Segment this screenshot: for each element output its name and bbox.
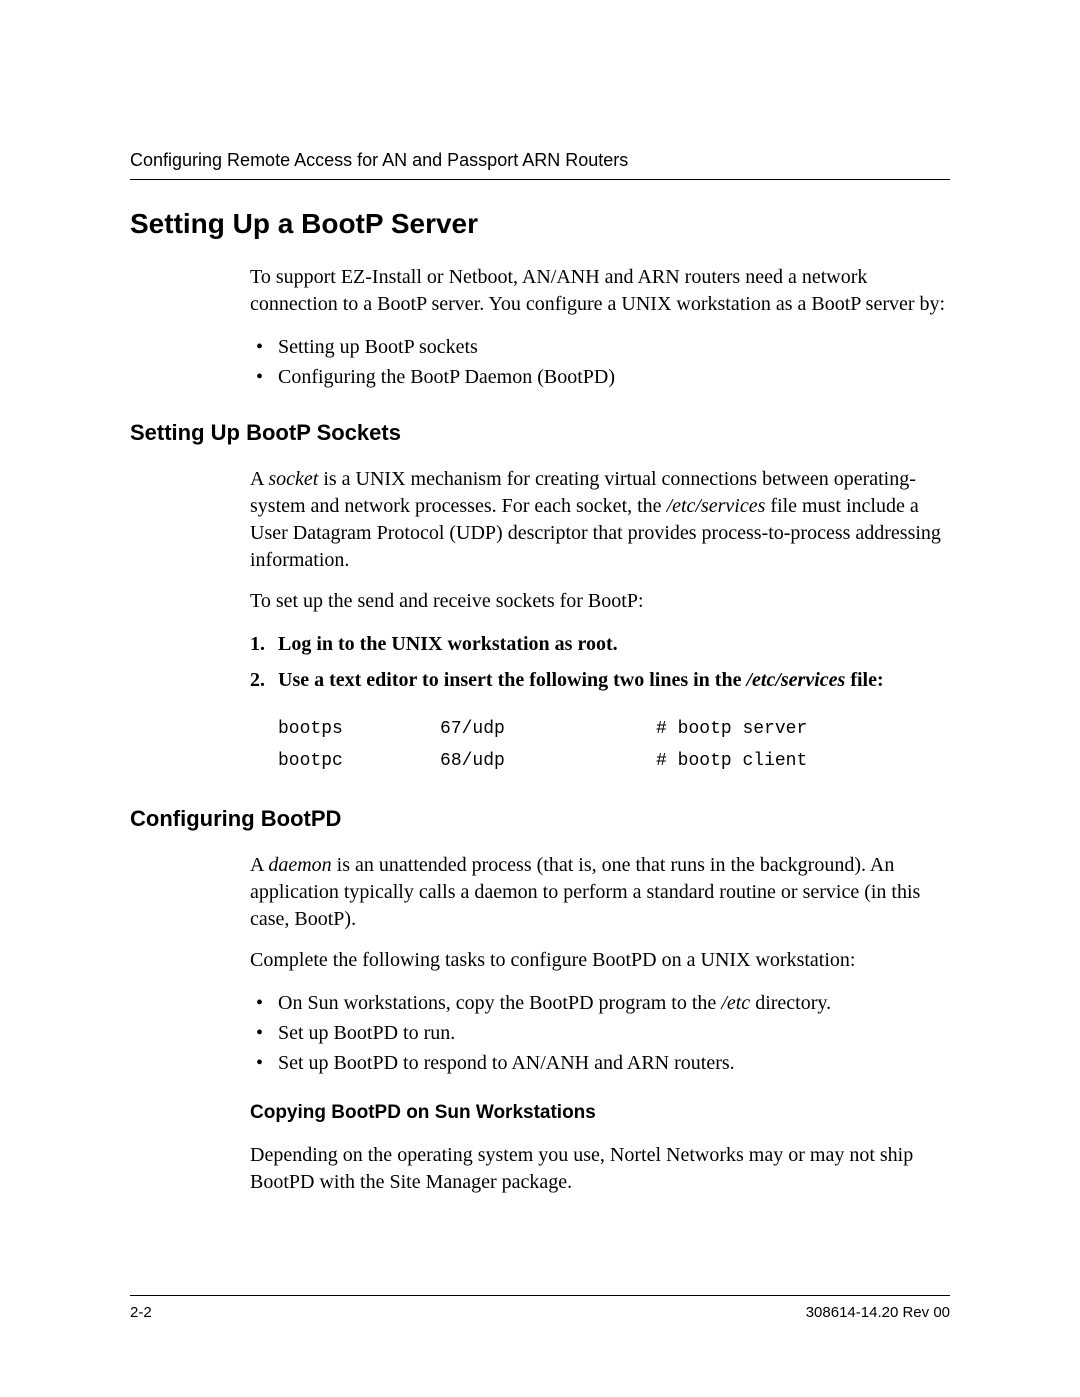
heading-2-bootpd: Configuring BootPD	[130, 806, 950, 832]
code-block: bootps 67/udp # bootp server bootpc 68/u…	[278, 713, 950, 778]
bullet-item: Setting up BootP sockets	[250, 332, 950, 362]
page-footer: 2-2 308614-14.20 Rev 00	[130, 1295, 950, 1321]
text: A	[250, 854, 268, 876]
text: directory.	[750, 992, 831, 1014]
intro-bullet-list: Setting up BootP sockets Configuring the…	[250, 332, 950, 392]
text: .	[613, 633, 618, 655]
bullet-item: Set up BootPD to respond to AN/ANH and A…	[250, 1048, 950, 1078]
italic-path: /etc/services	[667, 495, 766, 517]
footer-row: 2-2 308614-14.20 Rev 00	[130, 1304, 950, 1321]
italic-term: daemon	[268, 854, 331, 876]
sockets-paragraph-1: A socket is a UNIX mechanism for creatin…	[250, 466, 950, 574]
heading-1: Setting Up a BootP Server	[130, 208, 950, 240]
step-item: Use a text editor to insert the followin…	[250, 665, 950, 695]
sockets-block: A socket is a UNIX mechanism for creatin…	[250, 466, 950, 778]
text: On Sun workstations, copy the BootPD pro…	[278, 992, 721, 1014]
bootpd-block: A daemon is an unattended process (that …	[250, 852, 950, 1196]
bullet-item: Configuring the BootP Daemon (BootPD)	[250, 362, 950, 392]
text: file:	[845, 669, 883, 691]
text: Use a text editor to insert the followin…	[278, 669, 746, 691]
bullet-item: Set up BootPD to run.	[250, 1018, 950, 1048]
italic-path: /etc	[721, 992, 750, 1014]
sockets-paragraph-2: To set up the send and receive sockets f…	[250, 588, 950, 615]
heading-2-sockets: Setting Up BootP Sockets	[130, 420, 950, 446]
italic-path: /etc/services	[746, 669, 845, 691]
running-header: Configuring Remote Access for AN and Pas…	[130, 150, 950, 171]
page-number: 2-2	[130, 1304, 152, 1321]
heading-3-copying: Copying BootPD on Sun Workstations	[250, 1102, 950, 1124]
bootpd-paragraph-3: Depending on the operating system you us…	[250, 1142, 950, 1196]
italic-term: socket	[268, 468, 318, 490]
steps-list: Log in to the UNIX workstation as root. …	[250, 629, 950, 695]
doc-id: 308614-14.20 Rev 00	[806, 1304, 950, 1321]
intro-paragraph: To support EZ-Install or Netboot, AN/ANH…	[250, 264, 950, 318]
bootpd-paragraph-2: Complete the following tasks to configur…	[250, 947, 950, 974]
bullet-item: On Sun workstations, copy the BootPD pro…	[250, 988, 950, 1018]
text: is an unattended process (that is, one t…	[250, 854, 920, 930]
text: A	[250, 468, 268, 490]
intro-block: To support EZ-Install or Netboot, AN/ANH…	[250, 264, 950, 392]
text: Log in to the UNIX workstation as	[278, 633, 577, 655]
step-item: Log in to the UNIX workstation as root.	[250, 629, 950, 659]
bootpd-bullet-list: On Sun workstations, copy the BootPD pro…	[250, 988, 950, 1078]
footer-rule	[130, 1295, 950, 1296]
code-inline: root	[577, 633, 612, 655]
bootpd-paragraph-1: A daemon is an unattended process (that …	[250, 852, 950, 933]
page: Configuring Remote Access for AN and Pas…	[0, 0, 1080, 1397]
header-rule	[130, 179, 950, 180]
